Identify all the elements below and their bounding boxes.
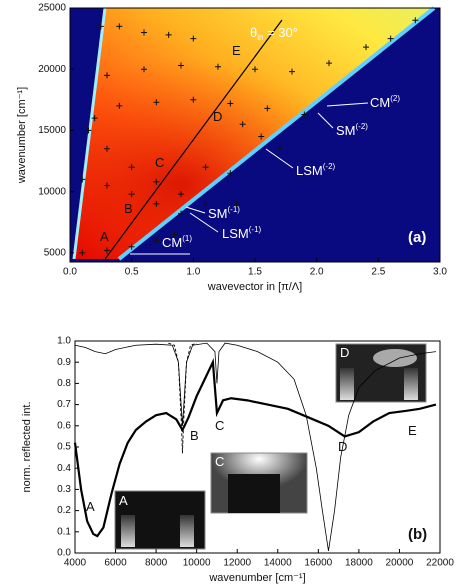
inset-image [340,368,354,400]
annotation-text: SM [336,123,356,138]
annotation-text: A [119,493,128,508]
annotation-text: A [86,499,95,514]
annotation-sup: (-2) [323,162,336,171]
x-tick-label: 3.0 [433,267,447,278]
annotation: A [119,493,128,508]
y-tick-label: 0.6 [57,420,71,431]
inset-image [404,368,418,400]
annotation: B [124,201,133,216]
x-tick-label: 22000 [426,558,454,569]
y-axis-label: norm. reflected int. [21,401,33,492]
annotation-text: LSM [296,163,323,178]
annotation-text: CM [162,235,182,250]
inset-image [228,474,280,513]
y-tick-label: 25000 [38,3,66,14]
x-tick-label: 10000 [183,558,211,569]
panel-label: (a) [408,229,426,246]
x-axis-label: wavevector in [π/Λ] [207,281,302,293]
annotation-sup: (1) [182,234,192,243]
annotation-text: A [100,229,109,244]
annotation-text: CM [370,95,390,110]
annotation-text: C [215,418,224,433]
x-tick-label: 2.0 [310,267,324,278]
y-tick-label: 0.7 [57,399,71,410]
annotation-text: LSM [222,226,249,241]
annotation-text: E [408,423,417,438]
x-tick-label: 16000 [304,558,332,569]
annotation-text: C [155,155,164,170]
annotation-text: B [124,201,133,216]
x-tick-label: 12000 [223,558,251,569]
x-tick-label: 0.5 [125,267,139,278]
y-tick-label: 0.9 [57,357,71,368]
figure: 0.0 0.5 1.0 1.5 2.0 2.5 3.0 5000 10000 15000 20000… [0,0,461,588]
x-tick-label: 20000 [386,558,414,569]
y-axis-label: wavenumber [cm⁻¹] [16,87,28,184]
annotation-text: D [340,345,349,360]
x-tick-label: 1.0 [186,267,200,278]
annotation: C [155,155,164,170]
y-tick-label: 5000 [44,247,67,258]
annotation-sup: (-1) [228,205,241,214]
inset-image [373,349,417,367]
y-tick-label: 15000 [38,125,66,136]
inset [115,491,205,549]
y-tick-label: 0.2 [57,505,71,516]
x-tick-label: 1.5 [248,267,262,278]
inset [336,344,426,402]
x-tick-label: 18000 [345,558,373,569]
x-tick-label: 0.0 [63,267,77,278]
inset-image [180,515,194,547]
annotation-text: E [232,43,241,58]
x-tick-label: 2.5 [371,267,385,278]
y-tick-label: 0.5 [57,442,71,453]
annotation: D [213,109,222,124]
annotation: A [86,499,95,514]
annotation: B [190,428,199,443]
y-tick-label: 0.3 [57,484,71,495]
annotation: A [100,229,109,244]
annotation: D [340,345,349,360]
annotation-text: B [190,428,199,443]
annotation-text: D [213,109,222,124]
annotation-text: = 30° [263,25,297,40]
annotation-sup: (-1) [249,225,262,234]
annotation: E [408,423,417,438]
annotation: C [215,454,224,469]
x-axis-label: wavenumber [cm⁻¹] [208,572,305,584]
x-tick-label: 14000 [264,558,292,569]
y-tick-label: 0.8 [57,378,71,389]
inset [211,453,307,513]
y-tick-label: 1.0 [57,336,71,347]
inset-image [121,515,135,547]
annotation: C [215,418,224,433]
x-tick-label: 4000 [64,558,87,569]
y-tick-label: 20000 [38,64,66,75]
annotation-sup: (2) [390,94,400,103]
y-tick-label: 0.1 [57,526,71,537]
annotation: D [338,439,347,454]
annotation: θin = 30° [250,25,298,42]
annotation-text: SM [208,206,228,221]
annotation-text: D [338,439,347,454]
annotation-sup: (-2) [356,122,369,131]
panel-label: (b) [408,526,427,543]
annotation-text: C [215,454,224,469]
annotation: E [232,43,241,58]
x-tick-label: 6000 [104,558,127,569]
annotation-text: θ [250,25,257,40]
y-tick-label: 0.4 [57,463,71,474]
y-tick-label: 10000 [38,186,66,197]
x-tick-label: 8000 [145,558,168,569]
y-tick-label: 0.0 [57,548,71,559]
